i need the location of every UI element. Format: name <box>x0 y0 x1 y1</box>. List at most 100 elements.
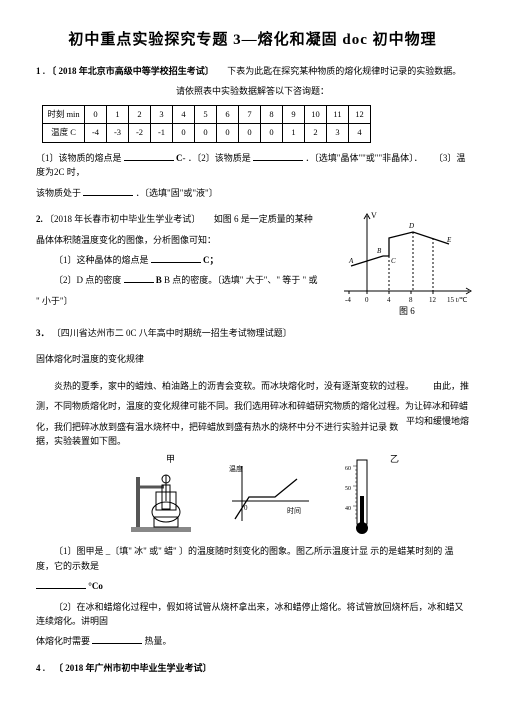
xtick: 12 <box>429 296 437 304</box>
graph6-svg: V 15 t/℃ -4 0 4 8 12 A B C D E 图 6 <box>339 206 479 316</box>
q1-source: 〔 2018 年北京市高级中等学校招生考试〕 <box>47 66 214 76</box>
q2-source: 〔2018 年长春市初中毕业生学业考试〕 <box>45 214 200 224</box>
cell: 12 <box>349 105 371 124</box>
q3-heading: 固体熔化时温度的变化规律 <box>36 352 469 366</box>
cell: 4 <box>349 124 371 143</box>
blank <box>151 253 201 263</box>
svg-text:时间: 时间 <box>287 506 301 515</box>
pt: A <box>348 257 354 265</box>
blank <box>124 273 154 283</box>
pt: E <box>446 236 452 244</box>
cell: -3 <box>107 124 129 143</box>
q1-num: 1 . <box>36 66 45 76</box>
cell: 7 <box>239 105 261 124</box>
q2-num: 2. <box>36 214 43 224</box>
q3-p1: 炎热的夏季，家中的蜡烛、柏油路上的沥青会变软。而冰块熔化时，没有逐渐变软的过程。… <box>36 379 469 393</box>
q2-sub2: 〔2〕D 点的密度 <box>54 275 121 285</box>
cell: -2 <box>129 124 151 143</box>
cell: 0 <box>85 105 107 124</box>
svg-text:50: 50 <box>345 486 351 492</box>
axis-y-label: V <box>371 211 377 220</box>
q4-source: 〔 2018 年广州市初中毕业生学业考试〕 <box>54 663 212 673</box>
pt: C <box>391 257 396 265</box>
q3-num: 3． <box>36 328 50 338</box>
blank <box>36 579 86 589</box>
page-title: 初中重点实验探究专题 3—熔化和凝固 doc 初中物理 <box>36 28 469 52</box>
apparatus-icon <box>126 457 196 535</box>
graph-jia: 温度 时间 0 <box>227 461 315 531</box>
q2-stem: 如图 6 是一定质量的某种 <box>214 214 313 224</box>
cell-label: 温度 C <box>43 124 85 143</box>
cell: 0 <box>239 124 261 143</box>
q1-stem: 1 . 〔 2018 年北京市高级中等学校招生考试〕 下表为此匙在探究某种物质的… <box>36 64 469 78</box>
q1-sub3b-line: 该物质处于 ．〔选填"固"或"液"〕 <box>36 186 469 200</box>
cell: 0 <box>173 124 195 143</box>
cell: -1 <box>151 124 173 143</box>
q3-p2b: 平均和缓慢地熔 <box>406 414 469 428</box>
q1-sub3b: 该物质处于 <box>36 188 81 198</box>
q1-sub3c: ．〔选填"固"或"液"〕 <box>136 188 218 198</box>
svg-text:温度: 温度 <box>229 464 243 473</box>
xtick: 4 <box>387 296 391 304</box>
yi-label: 乙 <box>390 452 399 466</box>
q1-subs: 〔1〕该物质的熔点是 C- ．〔2〕该物质是 ．〔选填"晶体""或""非晶体〕．… <box>36 151 469 180</box>
blank <box>124 151 174 161</box>
jia-label: 甲 <box>166 452 175 466</box>
cell: 0 <box>195 124 217 143</box>
cell: 6 <box>217 105 239 124</box>
blank <box>253 151 303 161</box>
cell: 3 <box>151 105 173 124</box>
svg-text:40: 40 <box>345 506 351 512</box>
blank <box>83 186 133 196</box>
cell: 9 <box>283 105 305 124</box>
q1-stem-a: 下表为此匙在探究某种物质的熔化规律时记录的实验数据。 <box>227 66 461 76</box>
q3-p1a: 炎热的夏季，家中的蜡烛、柏油路上的沥青会变软。而冰块熔化时，没有逐渐变软的过程。 <box>54 381 414 391</box>
q3-p2-line: 测，不同物质熔化时，温度的变化规律可能不同。我们选用碎冰和碎蜡研究物质的熔化过程… <box>36 399 469 413</box>
cell: 1 <box>283 124 305 143</box>
svg-text:60: 60 <box>345 466 351 472</box>
axis-x-label: 15 t/℃ <box>447 296 468 304</box>
q3-sub2: 〔2〕在冰和蜡熔化过程中，假如将试管从烧杯拿出来，冰和蜡停止熔化。将试管放回烧杯… <box>36 600 469 629</box>
q2-sub1-unit: C； <box>203 255 219 265</box>
pt: D <box>408 222 414 230</box>
q3-head: 3． 〔四川省达州市二 0C 八年高中时期统一招生考试物理试题〕 <box>36 326 469 340</box>
experiment-figures: 甲 乙 温度 时间 0 60 50 40 <box>36 456 469 536</box>
cell: 11 <box>327 105 349 124</box>
cell: 4 <box>173 105 195 124</box>
q3-source: 〔四川省达州市二 0C 八年高中时期统一招生考试物理试题〕 <box>52 328 292 338</box>
q4-line: 4 . 〔 2018 年广州市初中毕业生学业考试〕 <box>36 661 469 675</box>
cell: 2 <box>305 124 327 143</box>
cell: 5 <box>195 105 217 124</box>
svg-text:0: 0 <box>244 504 248 512</box>
xtick: -4 <box>345 296 351 304</box>
cell: 0 <box>217 124 239 143</box>
blank <box>92 634 142 644</box>
table-row: 时刻 min 0 1 2 3 4 5 6 7 8 9 10 11 12 <box>43 105 371 124</box>
cell: 1 <box>107 105 129 124</box>
q1-sub1c: ．〔选填"晶体""或""非晶体〕． <box>305 153 422 163</box>
q3-p1b: 由此，推 <box>415 379 469 393</box>
q3-sub1: 〔1〕图甲是 _〔填" 冰" 或" 蜡" 〕的温度随时刻变化的图象。图乙所示温度… <box>36 544 469 573</box>
q2-block: 2. 〔2018 年长春市初中毕业生学业考试〕 如图 6 是一定质量的某种 晶体… <box>36 212 469 308</box>
table-row: 温度 C -4 -3 -2 -1 0 0 0 0 0 1 2 3 4 <box>43 124 371 143</box>
q3-p3: 化，我们把碎冰放到盛有温水烧杯中，把碎蜡放到盛有热水的烧杯中分不进行实验并记录 … <box>36 420 469 449</box>
q3-sub1-unit-line: °Co <box>36 579 469 593</box>
q1-stem-b: 请依照表中实验数据解答以下咨询题： <box>36 84 469 98</box>
pt: B <box>377 247 382 255</box>
q1-table: 时刻 min 0 1 2 3 4 5 6 7 8 9 10 11 12 温度 C… <box>42 105 371 143</box>
cell: -4 <box>85 124 107 143</box>
q3-sub1-unit: °Co <box>88 581 103 591</box>
q1-sub1: 〔1〕该物质的熔点是 <box>36 153 122 163</box>
q1-sub1b: C- ．〔2〕该物质是 <box>176 153 251 163</box>
thermometer-icon: 60 50 40 <box>345 456 379 536</box>
q3-p2: 测，不同物质熔化时，温度的变化规律可能不同。我们选用碎冰和碎蜡研究物质的熔化过程… <box>36 401 468 411</box>
xtick: 8 <box>409 296 413 304</box>
q2-sub2b: B 点的密度。〔选填" 大于"、" 等于 " 或 <box>164 275 317 285</box>
cell-label: 时刻 min <box>43 105 85 124</box>
cell: 8 <box>261 105 283 124</box>
cell: 2 <box>129 105 151 124</box>
cell: 0 <box>261 124 283 143</box>
xtick: 0 <box>365 296 369 304</box>
q2-sub1: 〔1〕这种晶体的熔点是 <box>54 255 149 265</box>
q3-sub2c: 热量。 <box>145 636 172 646</box>
